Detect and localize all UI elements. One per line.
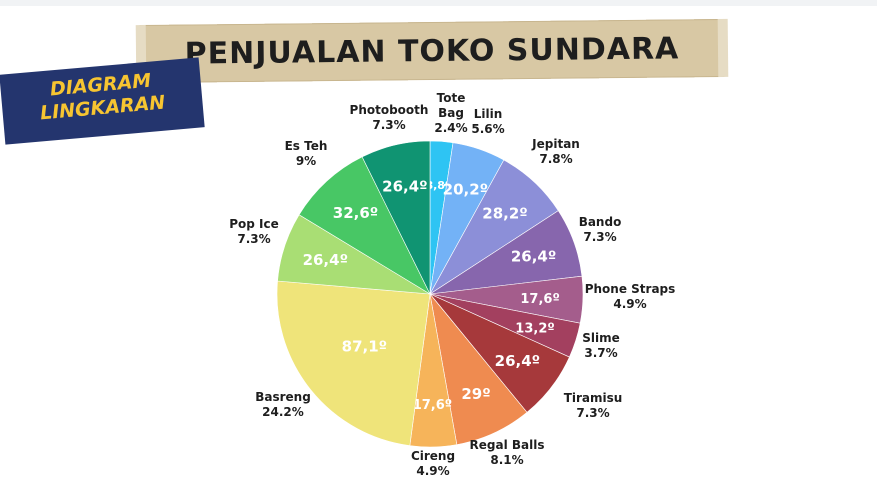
slice-angle-label: 8,8º <box>425 179 451 192</box>
slice-outer-label: Bando 7.3% <box>579 215 622 244</box>
slice-outer-label: Photobooth 7.3% <box>350 103 429 132</box>
slice-angle-label: 20,2º <box>443 181 488 199</box>
slice-angle-label: 28,2º <box>482 204 527 222</box>
slice-angle-label: 17,6º <box>520 292 559 307</box>
slice-outer-label: Phone Straps 4.9% <box>585 282 676 311</box>
slice-outer-label: Cireng 4.9% <box>411 449 455 478</box>
slice-angle-label: 32,6º <box>333 204 378 222</box>
slice-angle-label: 29º <box>461 385 490 403</box>
top-strip <box>0 0 877 6</box>
slice-outer-label: Lilin 5.6% <box>471 107 504 136</box>
pie-slice-photobooth <box>361 140 431 295</box>
slice-angle-label: 87,1º <box>342 338 387 356</box>
slice-outer-label: Es Teh 9% <box>285 139 328 168</box>
slice-angle-label: 17,6º <box>413 398 452 413</box>
slice-angle-label: 26,4º <box>511 248 556 266</box>
slice-angle-label: 13,2º <box>515 321 554 336</box>
slice-angle-label: 26,4º <box>303 251 348 269</box>
pie-slice-basreng <box>276 280 431 446</box>
slice-outer-label: Jepitan 7.8% <box>531 137 580 166</box>
slice-outer-label: Pop Ice 7.3% <box>229 217 279 246</box>
slice-outer-label: Tiramisu 7.3% <box>564 391 623 420</box>
slice-angle-label: 26,4º <box>382 178 427 196</box>
slice-angle-label: 26,4º <box>495 352 540 370</box>
slice-outer-label: Regal Balls 8.1% <box>470 438 545 467</box>
slice-outer-label: Basreng 24.2% <box>255 390 311 419</box>
slice-outer-label: Tote Bag 2.4% <box>434 91 467 135</box>
slice-outer-label: Slime 3.7% <box>582 331 620 360</box>
pie-slice-es-teh <box>298 156 431 295</box>
